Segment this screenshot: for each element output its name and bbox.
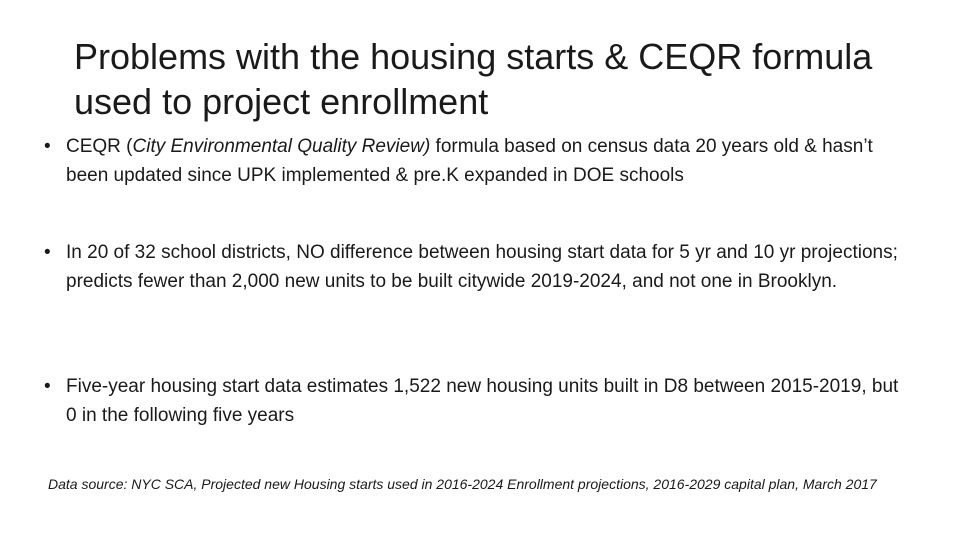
bullet-text: In 20 of 32 school districts, NO differe… [66,242,898,292]
bullet-icon: • [44,376,51,397]
bullet-text: Five-year housing start data estimates 1… [66,376,899,426]
bullet-text-suffix: formula based on census data 20 years ol… [66,136,873,186]
bullet-text-prefix: CEQR ( [66,136,133,157]
bullet-icon: • [44,136,51,157]
bullet-ceqr-formula: • CEQR (City Environmental Quality Revie… [44,132,904,190]
bullet-text-emphasis: City Environmental Quality Review) [132,136,431,157]
bullet-text: CEQR (City Environmental Quality Review)… [66,132,904,190]
data-source-note: Data source: NYC SCA, Projected new Hous… [48,476,877,492]
bullet-school-districts: • In 20 of 32 school districts, NO diffe… [44,238,904,296]
bullet-five-year-data: • Five-year housing start data estimates… [44,372,904,430]
bullet-icon: • [44,242,51,263]
slide-title: Problems with the housing starts & CEQR … [74,36,873,122]
